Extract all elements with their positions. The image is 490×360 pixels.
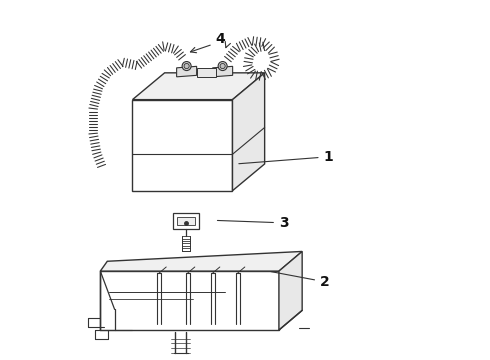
Polygon shape <box>177 217 195 225</box>
Polygon shape <box>279 251 302 330</box>
Polygon shape <box>100 251 302 271</box>
Polygon shape <box>132 100 232 191</box>
Circle shape <box>218 62 227 71</box>
Polygon shape <box>213 66 233 77</box>
Circle shape <box>184 63 189 69</box>
Polygon shape <box>100 271 279 330</box>
Text: 2: 2 <box>271 271 330 289</box>
Polygon shape <box>232 73 265 191</box>
Text: 1: 1 <box>239 150 333 164</box>
Circle shape <box>182 62 191 71</box>
Polygon shape <box>176 66 196 77</box>
Circle shape <box>220 63 225 69</box>
Polygon shape <box>132 73 265 100</box>
Text: 3: 3 <box>218 216 289 230</box>
Text: 4: 4 <box>215 32 225 46</box>
Polygon shape <box>172 213 199 229</box>
Polygon shape <box>197 68 217 77</box>
